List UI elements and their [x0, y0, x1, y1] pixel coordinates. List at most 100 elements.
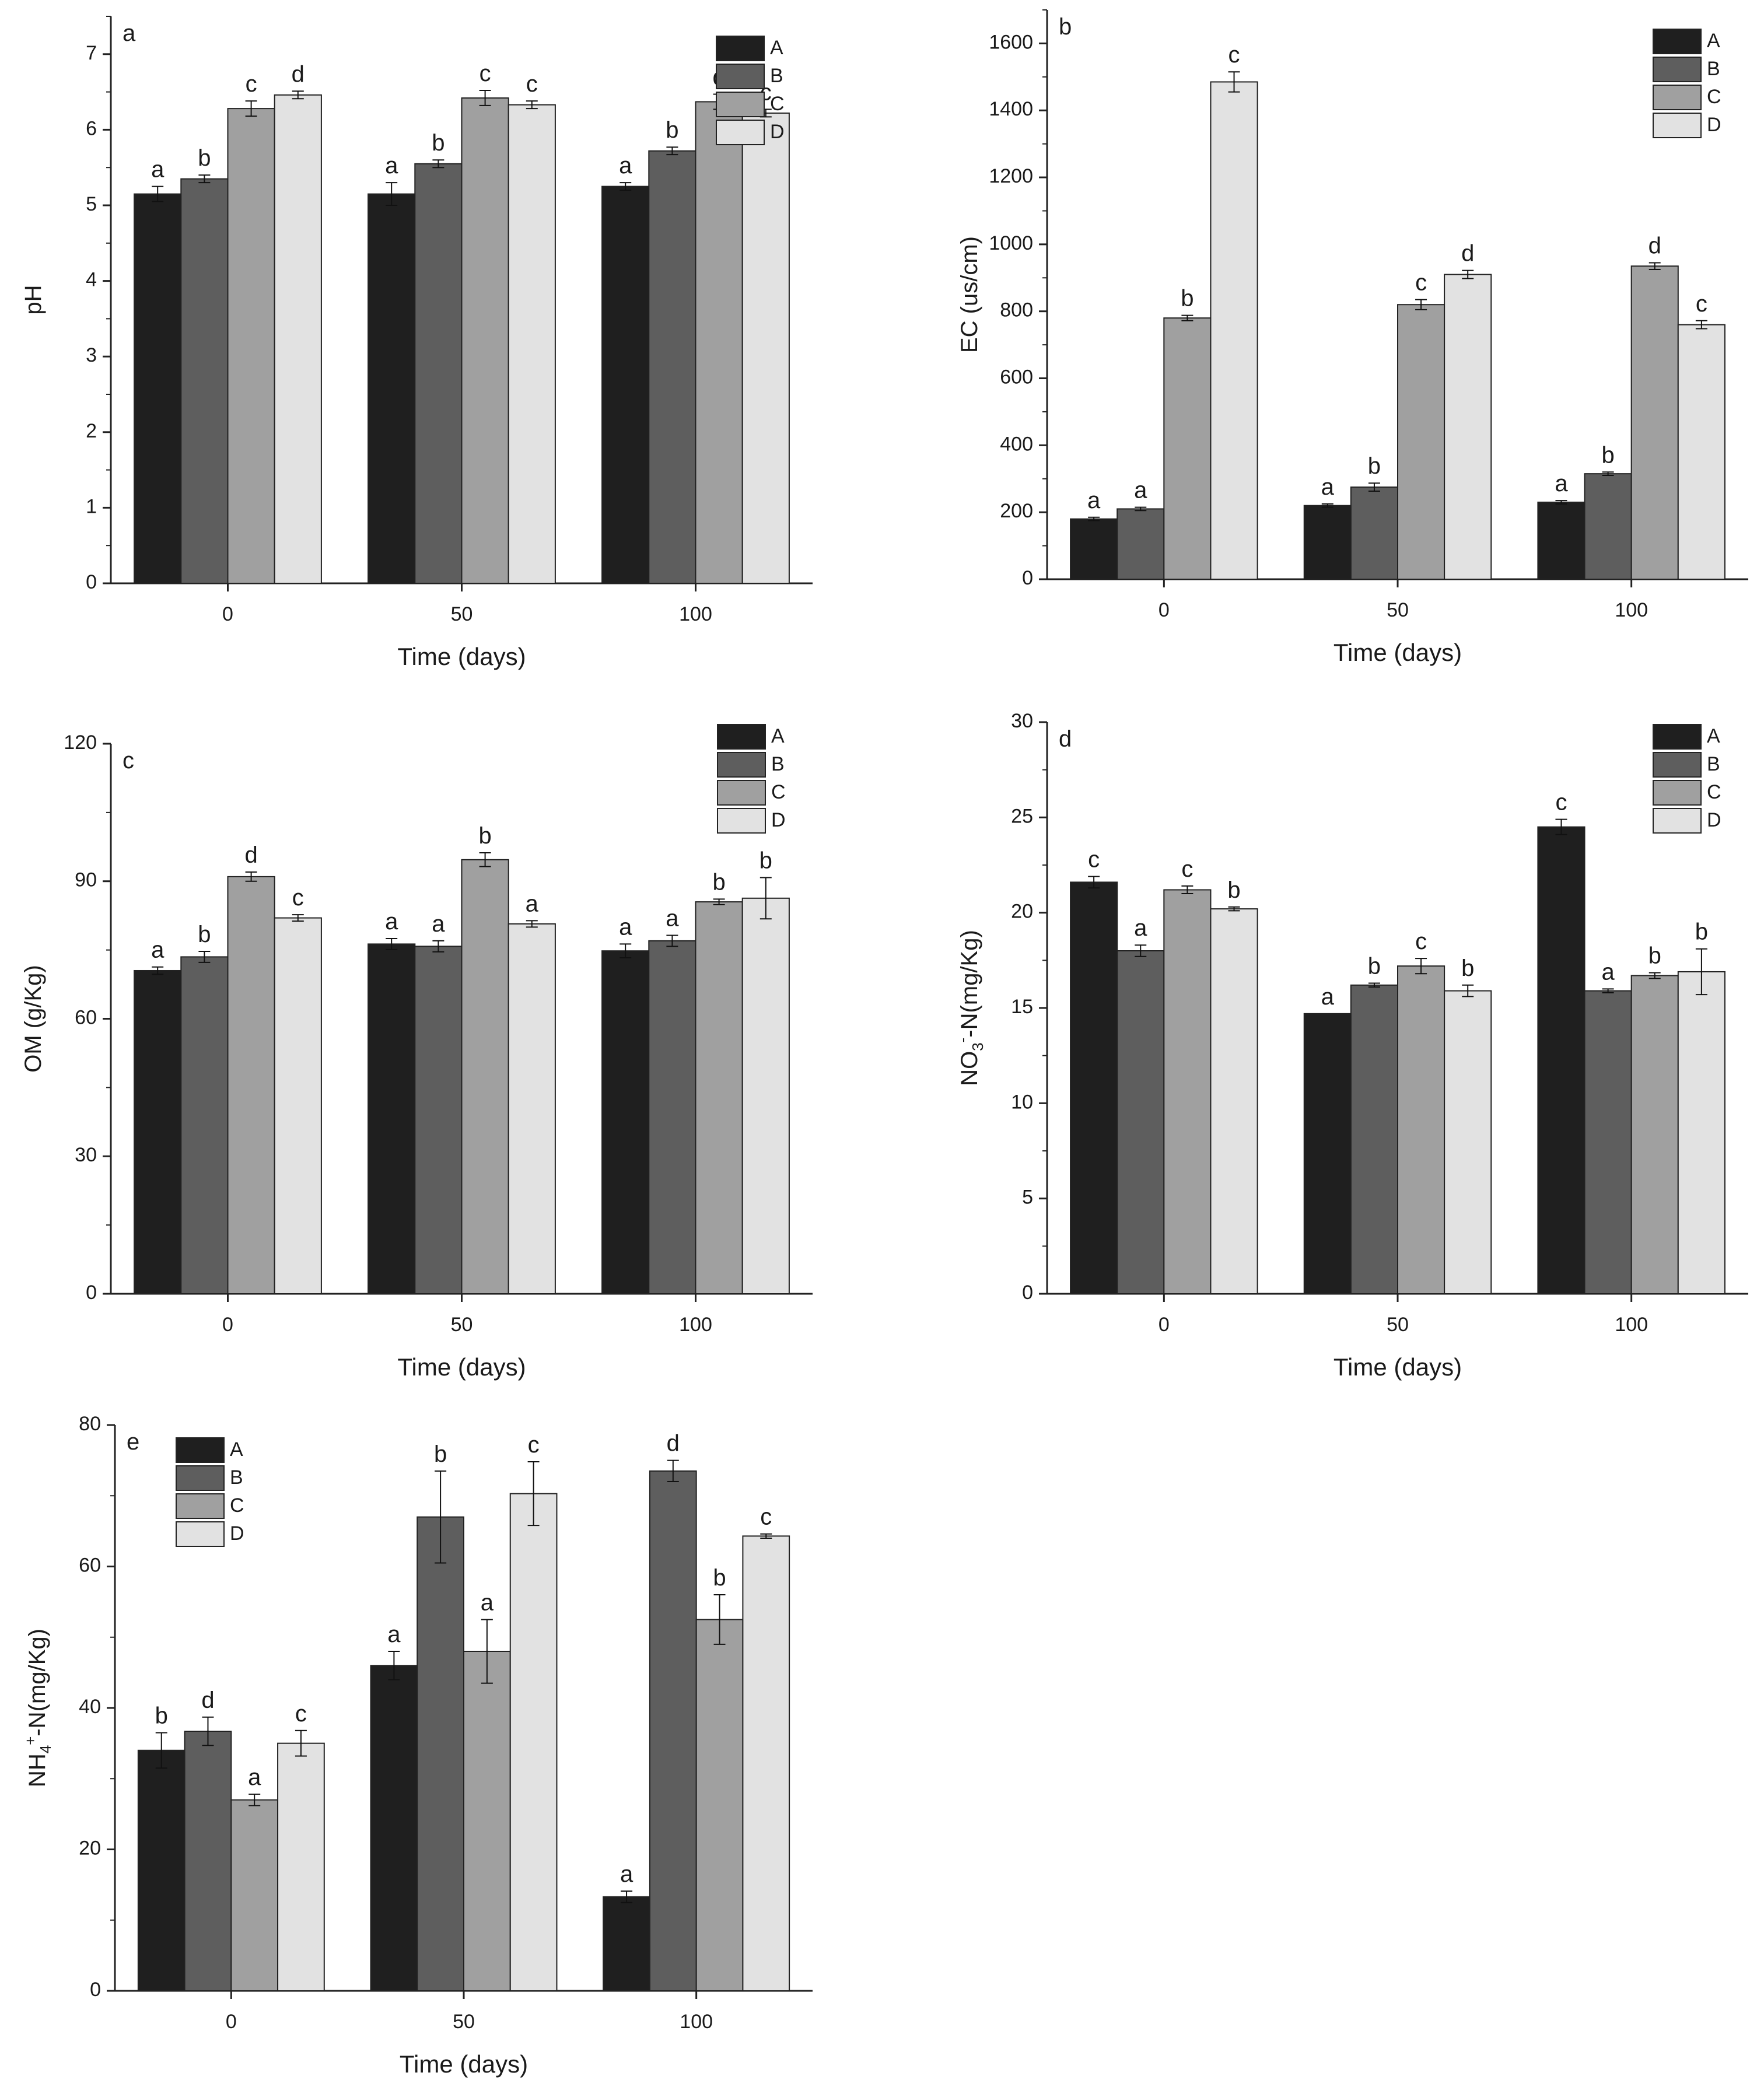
y-tick-label: 400 [1000, 433, 1033, 455]
chart-panel-a: 01234567pHa0abcd50abcc100abdcTime (days)… [20, 16, 813, 670]
legend-label-B: B [1707, 753, 1720, 775]
legend-label-A: A [770, 37, 783, 59]
significance-letter: b [432, 130, 444, 156]
x-tick-label: 0 [226, 2011, 237, 2033]
significance-letter: c [1181, 856, 1193, 882]
legend-label-D: D [771, 809, 786, 831]
legend-label-A: A [1707, 30, 1720, 52]
bar-A-100 [601, 950, 650, 1294]
significance-letter: a [1555, 471, 1568, 496]
y-tick-label: 3 [86, 344, 97, 366]
y-label-main: NO [957, 1051, 982, 1086]
bar-A-0 [134, 969, 182, 1295]
y-tick-label: 1400 [989, 98, 1033, 120]
x-tick-label: 100 [679, 1314, 712, 1336]
legend-swatch-D [1653, 113, 1702, 138]
x-tick-label: 50 [1387, 1314, 1409, 1336]
legend-label-D: D [230, 1522, 244, 1545]
bar-D-0 [277, 1742, 325, 1991]
y-tick-label: 1200 [989, 165, 1033, 187]
bar-B-0 [1116, 950, 1165, 1294]
x-tick-label: 100 [1615, 599, 1648, 621]
y-axis-label: pH [20, 285, 46, 314]
legend-swatch-C [716, 92, 765, 117]
panel-label: e [127, 1429, 139, 1455]
legend-swatch-A [176, 1437, 225, 1463]
legend-swatch-B [176, 1465, 225, 1491]
significance-letter: a [1087, 488, 1101, 513]
bar-B-50 [416, 1516, 464, 1991]
bar-C-50 [1397, 965, 1446, 1294]
legend-swatch-A [1653, 29, 1702, 54]
significance-letter: c [1696, 291, 1707, 317]
y-tick-label: 6 [86, 117, 97, 139]
significance-letter: a [1601, 959, 1615, 985]
y-label-sub: 3 [969, 1042, 986, 1051]
y-tick-label: 10 [1011, 1091, 1033, 1113]
bar-D-0 [1210, 81, 1258, 580]
significance-letter: a [1321, 474, 1335, 500]
significance-letter: b [1601, 442, 1614, 468]
bar-B-50 [414, 163, 463, 584]
significance-letter: c [246, 71, 257, 97]
x-tick-label: 50 [451, 1314, 473, 1336]
legend-label-D: D [1707, 809, 1721, 831]
legend-swatch-B [716, 64, 765, 89]
legend-label-C: C [230, 1494, 244, 1517]
legend-swatch-D [716, 120, 765, 145]
bar-A-50 [1303, 505, 1352, 580]
y-label-sup: + [22, 1737, 39, 1745]
legend-swatch-B [717, 752, 766, 778]
legend-label-D: D [1707, 114, 1721, 136]
bar-C-50 [463, 1651, 511, 1991]
significance-letter: d [244, 842, 257, 868]
significance-letter: a [151, 157, 164, 183]
bar-C-100 [1630, 265, 1679, 580]
bar-C-50 [461, 859, 509, 1294]
y-tick-label: 0 [90, 1979, 101, 2001]
bar-D-50 [1444, 274, 1492, 580]
y-tick-label: 30 [1011, 710, 1033, 732]
significance-letter: c [1555, 790, 1567, 815]
significance-letter: a [619, 153, 632, 178]
significance-letter: a [432, 911, 445, 937]
chart-panel-d: 0 5 10 15 20 25 30 NO3--N(mg/Kg) d 0 c a c b 50 a b c b 100… [954, 710, 1748, 1381]
bar-C-0 [1163, 889, 1212, 1294]
y-axis-label: OM (g/Kg) [20, 965, 46, 1072]
y-tick-label: 0 [86, 1282, 97, 1304]
significance-letter: a [1134, 478, 1147, 503]
legend-swatch-A [717, 724, 766, 750]
legend-label-B: B [1707, 58, 1720, 80]
bar-B-0 [1116, 508, 1165, 580]
legend-label-A: A [1707, 725, 1720, 747]
bar-A-0 [134, 193, 182, 584]
bar-D-50 [508, 923, 556, 1294]
significance-letter: a [248, 1765, 261, 1790]
x-tick-label: 50 [1387, 599, 1409, 621]
bar-A-100 [1537, 501, 1586, 580]
x-axis-label: Time (days) [397, 1353, 526, 1381]
y-tick-label: 60 [75, 1006, 97, 1028]
significance-letter: c [1088, 847, 1100, 873]
x-tick-label: 0 [222, 603, 233, 625]
y-tick-label: 25 [1011, 805, 1033, 827]
chart-panel-c: 0 30 60 90 120 OM (g/Kg) c 0 a b d c 50 a a b a 100 a a b b Ti… [20, 724, 813, 1381]
significance-letter: d [292, 61, 304, 87]
bar-B-100 [649, 1470, 697, 1991]
y-tick-label: 60 [79, 1554, 101, 1576]
legend-swatch-B [1653, 752, 1702, 778]
y-tick-label: 5 [86, 193, 97, 215]
significance-letter: d [667, 1431, 680, 1457]
significance-letter: b [198, 922, 211, 947]
significance-letter: c [528, 1432, 540, 1458]
y-tick-label: 1 [86, 495, 97, 517]
bar-D-0 [1210, 908, 1258, 1294]
chart-panel-e: 0 20 40 60 80 NH4+-N(mg/Kg) e 0 b d a c 50 a b a c 100 a d b… [22, 1413, 813, 2078]
significance-letter: b [434, 1441, 447, 1467]
bar-C-100 [1630, 975, 1679, 1294]
y-tick-label: 80 [79, 1413, 101, 1435]
y-label-sub: 4 [37, 1745, 54, 1753]
